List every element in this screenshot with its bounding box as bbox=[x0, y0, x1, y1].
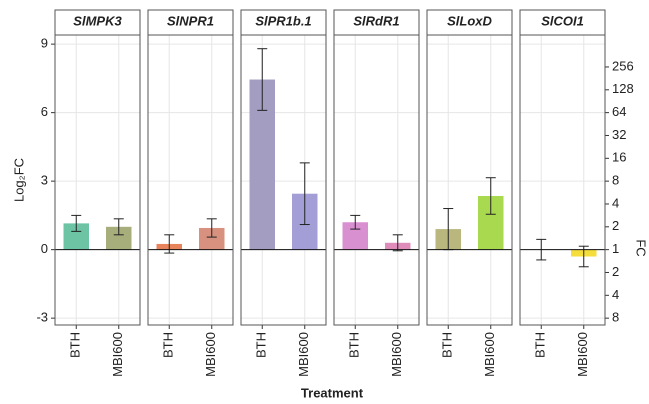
panel-background bbox=[334, 35, 419, 325]
x-tick-label: MBI600 bbox=[482, 332, 497, 377]
panel-background bbox=[427, 35, 512, 325]
strip bbox=[147, 9, 234, 36]
strip-label: SlNPR1 bbox=[167, 13, 214, 28]
panel-border bbox=[519, 34, 606, 326]
strip bbox=[240, 9, 327, 36]
y2-tick-label: 4 bbox=[612, 287, 619, 302]
x-tick-label: MBI600 bbox=[575, 332, 590, 377]
bar bbox=[106, 226, 132, 250]
panel-background bbox=[148, 35, 233, 325]
y2-tick-label: 2 bbox=[612, 218, 619, 233]
y-tick-label: 0 bbox=[41, 241, 48, 256]
y2-tick-label: 1 bbox=[612, 241, 619, 256]
x-axis-title: Treatment bbox=[301, 385, 364, 400]
y-tick-label: 3 bbox=[41, 173, 48, 188]
y2-tick-label: 256 bbox=[612, 58, 634, 73]
panel-border bbox=[333, 34, 420, 326]
y2-tick-label: 32 bbox=[612, 127, 626, 142]
strip-label: SlLoxD bbox=[447, 13, 492, 28]
panel-border bbox=[54, 34, 141, 326]
y2-tick-label: 64 bbox=[612, 104, 626, 119]
x-tick-label: MBI600 bbox=[389, 332, 404, 377]
strip-label: SlRdR1 bbox=[353, 13, 399, 28]
x-tick-label: BTH bbox=[533, 332, 548, 358]
strip bbox=[54, 9, 141, 36]
panel-border bbox=[426, 34, 513, 326]
strip-label: SlMPK3 bbox=[73, 13, 122, 28]
x-tick-label: MBI600 bbox=[296, 332, 311, 377]
x-tick-label: MBI600 bbox=[203, 332, 218, 377]
x-tick-label: BTH bbox=[347, 332, 362, 358]
y2-tick-label: 8 bbox=[612, 173, 619, 188]
x-tick-label: MBI600 bbox=[110, 332, 125, 377]
x-tick-label: BTH bbox=[161, 332, 176, 358]
x-tick-label: BTH bbox=[68, 332, 83, 358]
strip-label: SlCOI1 bbox=[541, 13, 584, 28]
y-axis-title: Log₂FC bbox=[11, 158, 26, 202]
panel-border bbox=[147, 34, 234, 326]
strip-label: SlPR1b.1 bbox=[255, 13, 311, 28]
y2-tick-label: 2 bbox=[612, 264, 619, 279]
y2-tick-label: 4 bbox=[612, 195, 619, 210]
x-tick-label: BTH bbox=[254, 332, 269, 358]
y2-tick-label: 16 bbox=[612, 150, 626, 165]
y2-tick-label: 128 bbox=[612, 81, 634, 96]
y2-tick-label: 8 bbox=[612, 310, 619, 325]
y2-axis-title: FC bbox=[634, 239, 649, 256]
x-tick-label: BTH bbox=[440, 332, 455, 358]
y-tick-label: 6 bbox=[41, 104, 48, 119]
panel-background bbox=[520, 35, 605, 325]
y-tick-label: 9 bbox=[41, 36, 48, 51]
panel-border bbox=[240, 34, 327, 326]
strip bbox=[519, 9, 606, 36]
panel-background bbox=[55, 35, 140, 325]
bar bbox=[199, 227, 225, 250]
y-tick-label: -3 bbox=[36, 310, 48, 325]
